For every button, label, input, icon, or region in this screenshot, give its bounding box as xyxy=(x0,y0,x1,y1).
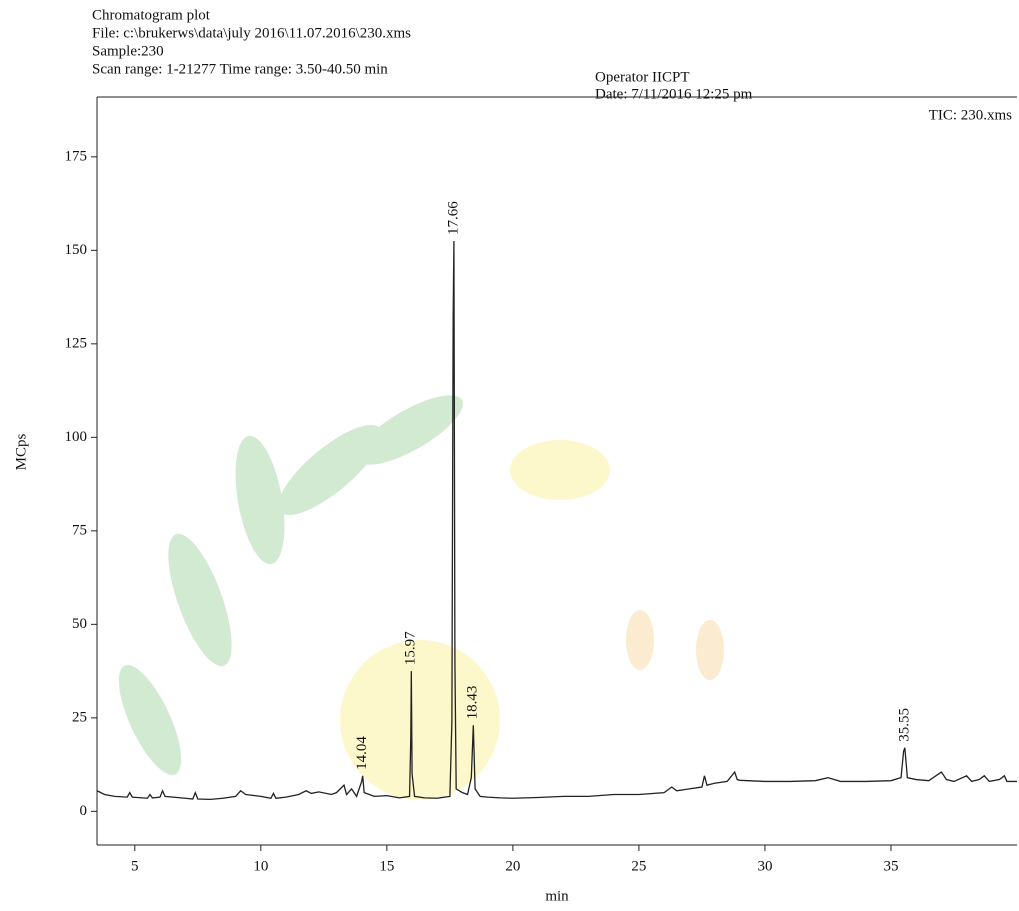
peak-label: 17.66 xyxy=(445,201,461,235)
y-tick-label: 50 xyxy=(72,616,87,632)
grain xyxy=(626,610,654,670)
date: Date: 7/11/2016 12:25 pm xyxy=(595,86,753,102)
peak-label: 18.43 xyxy=(465,686,481,720)
peak-label: 35.55 xyxy=(896,708,912,742)
x-tick-label: 30 xyxy=(757,858,772,874)
y-tick-label: 25 xyxy=(72,709,87,725)
x-axis-label: min xyxy=(545,888,569,904)
x-tick-label: 20 xyxy=(505,858,520,874)
header-line: File: c:\brukerws\data\july 2016\11.07.2… xyxy=(92,25,411,41)
y-tick-label: 0 xyxy=(80,803,88,819)
trace xyxy=(96,240,1017,801)
x-tick-label: 5 xyxy=(131,858,139,874)
watermark xyxy=(118,395,724,800)
leaf xyxy=(168,533,232,667)
y-tick-label: 75 xyxy=(72,522,87,538)
header-line: Sample:230 xyxy=(92,43,164,59)
leaf xyxy=(357,395,463,465)
y-tick-label: 175 xyxy=(65,148,88,164)
sun xyxy=(340,640,500,800)
peak-label: 15.97 xyxy=(403,631,419,665)
y-tick-label: 100 xyxy=(65,429,88,445)
header-line: Chromatogram plot xyxy=(92,7,211,23)
peak-label: 14.04 xyxy=(354,736,370,770)
legend-label: TIC: 230.xms xyxy=(929,107,1012,123)
leaf xyxy=(235,435,285,565)
y-tick-label: 150 xyxy=(65,242,88,258)
leaf xyxy=(278,424,382,516)
operator: Operator IICPT xyxy=(595,69,690,85)
x-tick-label: 15 xyxy=(379,858,394,874)
y-axis-label: MCps xyxy=(13,434,29,471)
x-tick-label: 35 xyxy=(883,858,898,874)
grain xyxy=(696,620,724,680)
x-tick-label: 25 xyxy=(631,858,646,874)
sun-ray xyxy=(510,440,610,500)
y-tick-label: 125 xyxy=(65,335,88,351)
x-tick-label: 10 xyxy=(253,858,268,874)
header-line: Scan range: 1-21277 Time range: 3.50-40.… xyxy=(92,61,388,77)
leaf xyxy=(118,664,182,776)
